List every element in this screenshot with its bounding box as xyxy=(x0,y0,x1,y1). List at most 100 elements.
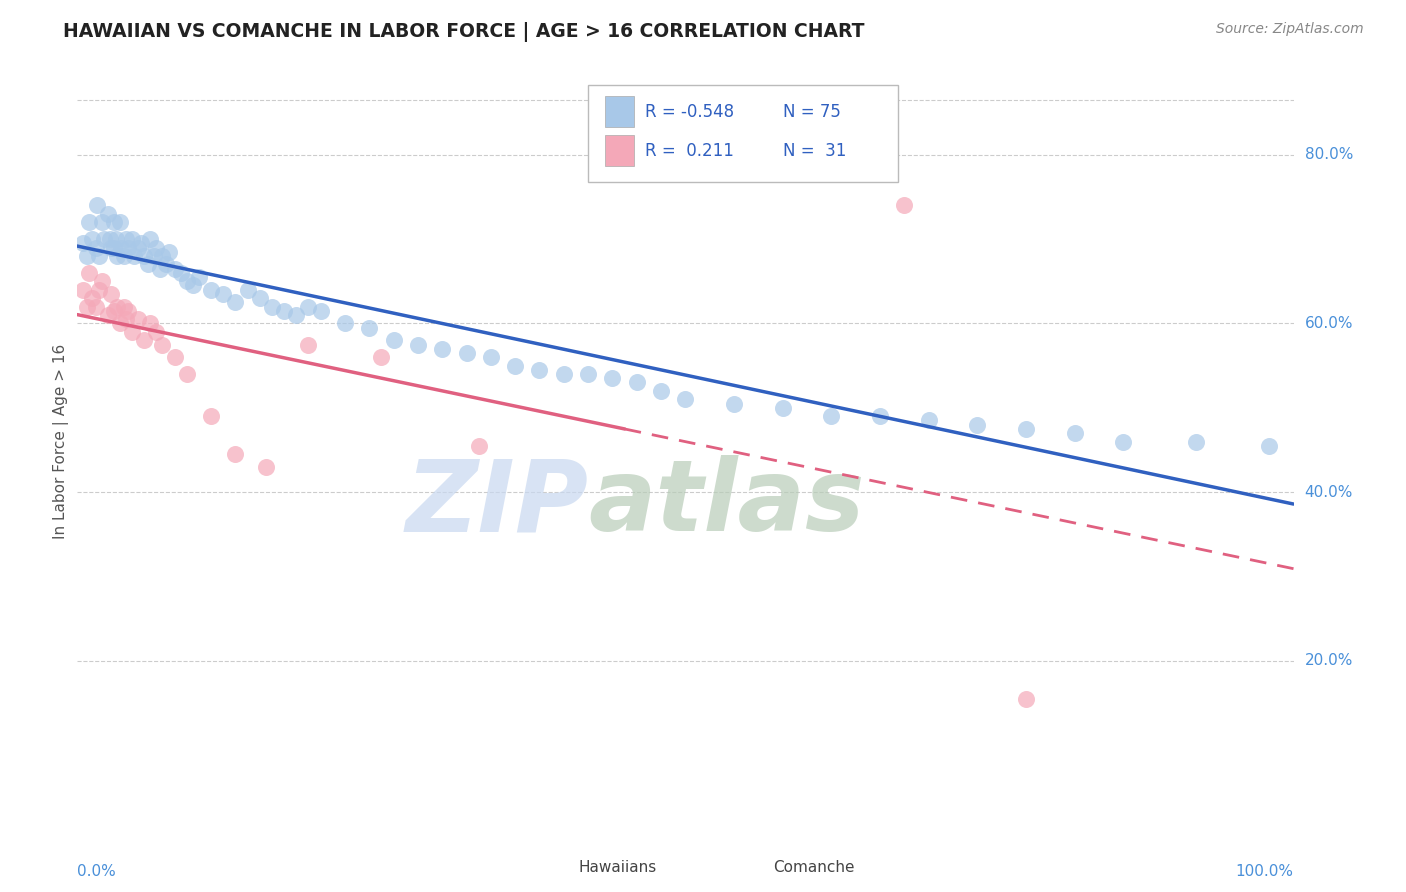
Point xyxy=(723,396,745,410)
Point xyxy=(176,367,198,381)
Text: 20.0%: 20.0% xyxy=(1305,653,1353,668)
Point xyxy=(254,459,277,474)
Point xyxy=(115,232,138,246)
Point xyxy=(200,283,222,297)
Point xyxy=(176,274,198,288)
Point xyxy=(236,283,259,297)
Point xyxy=(89,283,111,297)
Point xyxy=(479,350,502,364)
Point xyxy=(456,346,478,360)
Point xyxy=(406,337,429,351)
Point xyxy=(105,232,128,246)
Point xyxy=(107,300,129,314)
Text: R = -0.548: R = -0.548 xyxy=(645,103,734,120)
Point xyxy=(1258,439,1281,453)
Point xyxy=(112,249,135,263)
Point xyxy=(181,278,204,293)
Point xyxy=(163,350,186,364)
Point xyxy=(212,287,235,301)
Point xyxy=(134,334,156,348)
Text: atlas: atlas xyxy=(588,455,865,552)
Point xyxy=(124,249,146,263)
Text: N = 75: N = 75 xyxy=(783,103,841,120)
Point xyxy=(112,300,135,314)
Point xyxy=(76,249,98,263)
Point xyxy=(260,300,283,314)
Point xyxy=(103,303,125,318)
Point xyxy=(430,342,453,356)
Point xyxy=(139,317,162,331)
Text: R =  0.211: R = 0.211 xyxy=(645,142,734,160)
Point xyxy=(149,261,172,276)
Point xyxy=(115,312,138,326)
Point xyxy=(127,312,149,326)
Point xyxy=(1015,422,1038,436)
Point xyxy=(90,215,112,229)
Text: 40.0%: 40.0% xyxy=(1305,484,1353,500)
Point xyxy=(273,303,295,318)
FancyBboxPatch shape xyxy=(740,858,766,877)
Point xyxy=(100,241,122,255)
Point xyxy=(157,244,180,259)
FancyBboxPatch shape xyxy=(605,96,634,128)
Point xyxy=(650,384,672,398)
Point xyxy=(89,249,111,263)
Point xyxy=(163,261,186,276)
Point xyxy=(1063,426,1085,441)
Text: 80.0%: 80.0% xyxy=(1305,147,1353,162)
Point xyxy=(152,337,174,351)
Point xyxy=(918,413,941,427)
FancyBboxPatch shape xyxy=(605,135,634,166)
Point xyxy=(121,232,143,246)
Text: 0.0%: 0.0% xyxy=(77,864,117,880)
Point xyxy=(249,291,271,305)
Point xyxy=(98,232,121,246)
Point xyxy=(90,274,112,288)
Point xyxy=(309,303,332,318)
Point xyxy=(129,236,152,251)
Point xyxy=(285,308,308,322)
Text: 100.0%: 100.0% xyxy=(1236,864,1294,880)
Point xyxy=(117,241,139,255)
Point xyxy=(155,257,177,271)
Point xyxy=(170,266,193,280)
Point xyxy=(97,308,120,322)
Point xyxy=(333,317,356,331)
Point xyxy=(76,300,98,314)
Point xyxy=(820,409,842,424)
Point xyxy=(142,249,165,263)
Point xyxy=(382,334,405,348)
Point xyxy=(84,300,107,314)
Text: Source: ZipAtlas.com: Source: ZipAtlas.com xyxy=(1216,22,1364,37)
Point xyxy=(97,207,120,221)
Point xyxy=(86,198,108,212)
Point xyxy=(107,249,129,263)
Point xyxy=(84,241,107,255)
Point xyxy=(200,409,222,424)
Point xyxy=(108,215,131,229)
Text: HAWAIIAN VS COMANCHE IN LABOR FORCE | AGE > 16 CORRELATION CHART: HAWAIIAN VS COMANCHE IN LABOR FORCE | AG… xyxy=(63,22,865,42)
Point xyxy=(121,325,143,339)
Point xyxy=(152,249,174,263)
Point xyxy=(772,401,794,415)
Point xyxy=(297,300,319,314)
Point xyxy=(93,232,115,246)
Point xyxy=(145,325,167,339)
Text: N =  31: N = 31 xyxy=(783,142,846,160)
Point xyxy=(103,215,125,229)
Point xyxy=(72,236,94,251)
Point xyxy=(1185,434,1208,449)
Point xyxy=(893,198,915,212)
Point xyxy=(966,417,988,432)
Point xyxy=(675,392,697,407)
Text: Comanche: Comanche xyxy=(773,860,855,875)
Point xyxy=(72,283,94,297)
Point xyxy=(117,303,139,318)
Point xyxy=(145,241,167,255)
Point xyxy=(529,363,551,377)
Point xyxy=(224,295,246,310)
Point xyxy=(553,367,575,381)
Point xyxy=(1015,691,1038,706)
Text: 60.0%: 60.0% xyxy=(1305,316,1353,331)
Point xyxy=(370,350,392,364)
